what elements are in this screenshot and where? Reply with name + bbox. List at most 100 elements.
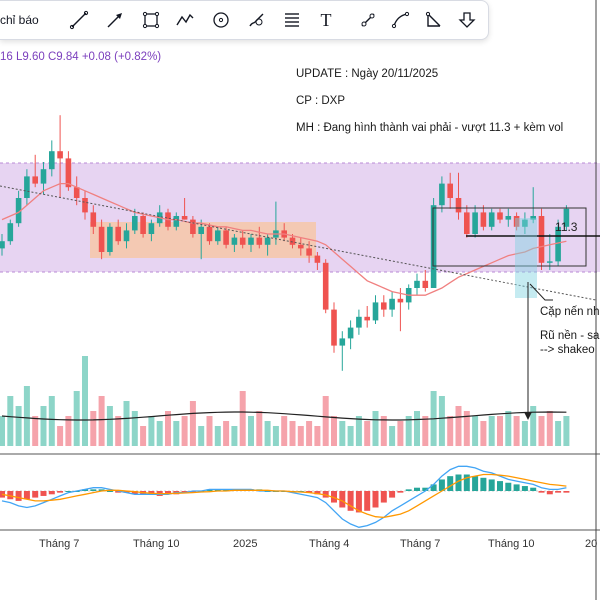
volume-bar bbox=[15, 406, 22, 446]
x-label-5: Tháng 10 bbox=[488, 538, 535, 550]
volume-bar bbox=[223, 421, 230, 446]
macd-histogram-bar bbox=[455, 474, 462, 491]
candle-body bbox=[140, 216, 146, 234]
macd-histogram-bar bbox=[422, 487, 429, 491]
volume-bar bbox=[546, 411, 553, 446]
volume-bar bbox=[555, 421, 562, 446]
candle-body bbox=[563, 208, 570, 227]
volume-bar bbox=[239, 391, 246, 446]
volume-bar bbox=[7, 396, 14, 446]
update-note: UPDATE : Ngày 20/11/2025 bbox=[296, 68, 439, 80]
volume-bar bbox=[165, 411, 171, 446]
brush-icon[interactable] bbox=[244, 7, 270, 33]
macd-histogram-bar bbox=[223, 489, 230, 491]
x-label-3: Tháng 4 bbox=[309, 538, 350, 550]
candle-body bbox=[32, 176, 38, 184]
candle-body bbox=[372, 302, 379, 321]
candle-body bbox=[331, 309, 337, 346]
candle-body bbox=[414, 280, 420, 288]
volume-bar bbox=[438, 396, 445, 446]
candle-body bbox=[497, 212, 503, 220]
candle-body bbox=[98, 226, 105, 252]
candle-body bbox=[40, 169, 47, 184]
macd-histogram-bar bbox=[90, 489, 97, 491]
fib-lines-icon[interactable] bbox=[279, 7, 305, 33]
macd-histogram-bar bbox=[472, 476, 479, 491]
macd-histogram-bar bbox=[405, 489, 412, 491]
candle-body bbox=[107, 226, 113, 252]
candle-body bbox=[522, 219, 528, 227]
candle-body bbox=[289, 237, 296, 245]
volume-bar bbox=[322, 396, 329, 446]
text-icon[interactable]: T bbox=[320, 9, 332, 30]
pattern-note: MH : Đang hình thành vai phải - vượt 11.… bbox=[296, 122, 564, 134]
pitchfork-icon[interactable] bbox=[421, 7, 447, 33]
candle-body bbox=[15, 198, 22, 224]
volume-bar bbox=[505, 411, 512, 446]
x-label-2: 2025 bbox=[233, 538, 258, 550]
candle-body bbox=[239, 237, 246, 245]
macd-histogram-bar bbox=[397, 491, 404, 493]
candle-body bbox=[57, 151, 63, 159]
candle-body bbox=[356, 316, 362, 328]
macd-histogram-bar bbox=[488, 479, 495, 491]
candle-body bbox=[0, 241, 5, 249]
volume-bar bbox=[472, 416, 479, 446]
arrow-down-icon[interactable] bbox=[454, 7, 480, 33]
volume-bar bbox=[148, 416, 155, 446]
shakeout-highlight bbox=[515, 218, 537, 298]
candle-body bbox=[215, 230, 221, 242]
candle-body bbox=[464, 212, 470, 234]
candle-body bbox=[555, 226, 561, 262]
volume-bar bbox=[231, 426, 238, 446]
candle-body bbox=[480, 212, 487, 227]
candle-body bbox=[389, 298, 395, 310]
volume-bar bbox=[181, 416, 188, 446]
candle-body bbox=[256, 237, 263, 245]
candle-body bbox=[397, 298, 404, 303]
macd-histogram-bar bbox=[189, 491, 196, 493]
candle-body bbox=[198, 226, 204, 234]
right-shoulder-box bbox=[432, 207, 587, 267]
volume-bar bbox=[73, 391, 80, 446]
candle-body bbox=[49, 151, 55, 170]
volume-bar bbox=[281, 416, 288, 446]
volume-bar bbox=[40, 406, 47, 446]
line-tool-icon[interactable] bbox=[355, 7, 381, 33]
volume-bar bbox=[389, 426, 396, 446]
volume-bar bbox=[297, 426, 304, 446]
candle-body bbox=[298, 244, 304, 249]
macd-histogram-bar bbox=[48, 491, 55, 495]
volume-bar bbox=[98, 396, 105, 446]
macd-histogram-bar bbox=[505, 482, 512, 491]
candle-body bbox=[505, 216, 512, 220]
candle-body bbox=[339, 338, 346, 346]
candle-body bbox=[173, 216, 180, 227]
volume-bar bbox=[306, 421, 313, 446]
macd-histogram-bar bbox=[106, 491, 113, 492]
volume-bar bbox=[156, 421, 163, 446]
rectangle-icon[interactable] bbox=[138, 7, 164, 33]
volume-bar bbox=[48, 396, 55, 446]
volume-bar bbox=[32, 416, 39, 446]
volume-bar bbox=[563, 416, 570, 446]
macd-histogram-bar bbox=[355, 491, 362, 513]
candle-body bbox=[24, 176, 30, 198]
curve-icon[interactable] bbox=[388, 7, 414, 33]
arrow-icon[interactable] bbox=[102, 7, 128, 33]
candle-body bbox=[223, 230, 229, 245]
macd-histogram-bar bbox=[57, 491, 64, 493]
volume-bar bbox=[23, 386, 30, 446]
circle-icon[interactable] bbox=[208, 7, 234, 33]
macd-histogram-bar bbox=[23, 491, 30, 500]
volume-bar bbox=[414, 411, 420, 446]
macd-histogram-bar bbox=[480, 477, 487, 491]
volume-bar bbox=[372, 411, 379, 446]
volume-bar bbox=[123, 401, 130, 446]
annotation-shakeout: --> shakeo bbox=[540, 344, 595, 356]
trend-line-icon[interactable] bbox=[66, 7, 92, 33]
candle-body bbox=[132, 216, 138, 231]
path-icon[interactable] bbox=[172, 7, 198, 33]
volume-bar bbox=[463, 411, 470, 446]
